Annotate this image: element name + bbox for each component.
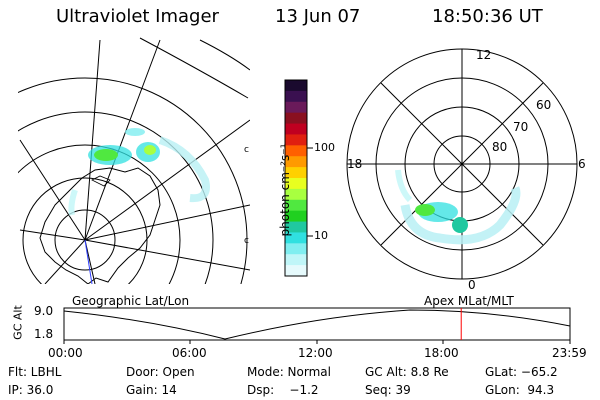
colorbar-band (285, 199, 307, 212)
image-time: 18:50:36 UT (432, 6, 543, 27)
door-value: Door: Open (126, 365, 195, 379)
timeline-x-tick-1200: 12:00 (298, 346, 333, 360)
magnetic-projection-label: Apex MLat/MLT (424, 294, 514, 308)
colorbar-band (285, 210, 307, 223)
mode-value: Mode: Normal (247, 365, 331, 379)
colorbar-band (285, 134, 307, 146)
colorbar-band (285, 221, 307, 233)
colorbar-band (285, 232, 307, 244)
colorbar-band (285, 254, 307, 266)
svg-text:c: c (244, 145, 249, 155)
filter-value: Flt: LBHL (8, 365, 62, 379)
timeline-x-tick-1800: 18:00 (424, 346, 459, 360)
colorbar-band (285, 156, 307, 168)
glat-value: GLat: −65.2 (485, 365, 558, 379)
colorbar-band (285, 90, 307, 103)
gc-alt-value: GC Alt: 8.8 Re (365, 365, 449, 379)
colorbar-band (285, 265, 307, 277)
glon-value: GLon: 94.3 (485, 383, 555, 397)
image-date: 13 Jun 07 (275, 6, 361, 27)
mlat-label-60: 60 (536, 98, 552, 112)
colorbar-band (285, 178, 307, 190)
mlat-label-70: 70 (513, 120, 529, 134)
mlt-label-0: 0 (468, 278, 476, 292)
mlt-label-18: 18 (347, 157, 363, 171)
timeline-y-title: GC Alt (11, 305, 25, 340)
timeline-y-tick-min: 1.8 (34, 327, 54, 341)
svg-text:c: c (244, 236, 249, 246)
timeline-x-tick-0600: 06:00 (172, 346, 207, 360)
colorbar-tick-100: 100 (314, 141, 335, 154)
colorbar-tick-10: 10 (314, 229, 328, 242)
colorbar-band (285, 80, 307, 92)
instrument-title: Ultraviolet Imager (56, 6, 219, 27)
colorbar-band (285, 145, 307, 157)
seq-value: Seq: 39 (365, 383, 411, 397)
colorbar-band (285, 188, 307, 201)
dsp-value: Dsp: −1.2 (247, 383, 319, 397)
colorbar-band (285, 123, 307, 135)
colorbar-band (285, 101, 307, 114)
timeline-x-tick-2359: 23:59 (552, 346, 587, 360)
timeline-x-tick-0000: 00:00 (48, 346, 83, 360)
timeline-y-tick-max: 9.0 (34, 304, 54, 318)
colorbar-band (285, 167, 307, 179)
mlat-label-80: 80 (492, 140, 508, 154)
colorbar-band (285, 112, 307, 125)
mlt-label-6: 6 (578, 157, 586, 171)
gain-value: Gain: 14 (126, 383, 177, 397)
mlt-label-12: 12 (476, 48, 492, 62)
geographic-projection-label: Geographic Lat/Lon (72, 294, 190, 308)
colorbar-band (285, 243, 307, 255)
ip-value: IP: 36.0 (8, 383, 54, 397)
